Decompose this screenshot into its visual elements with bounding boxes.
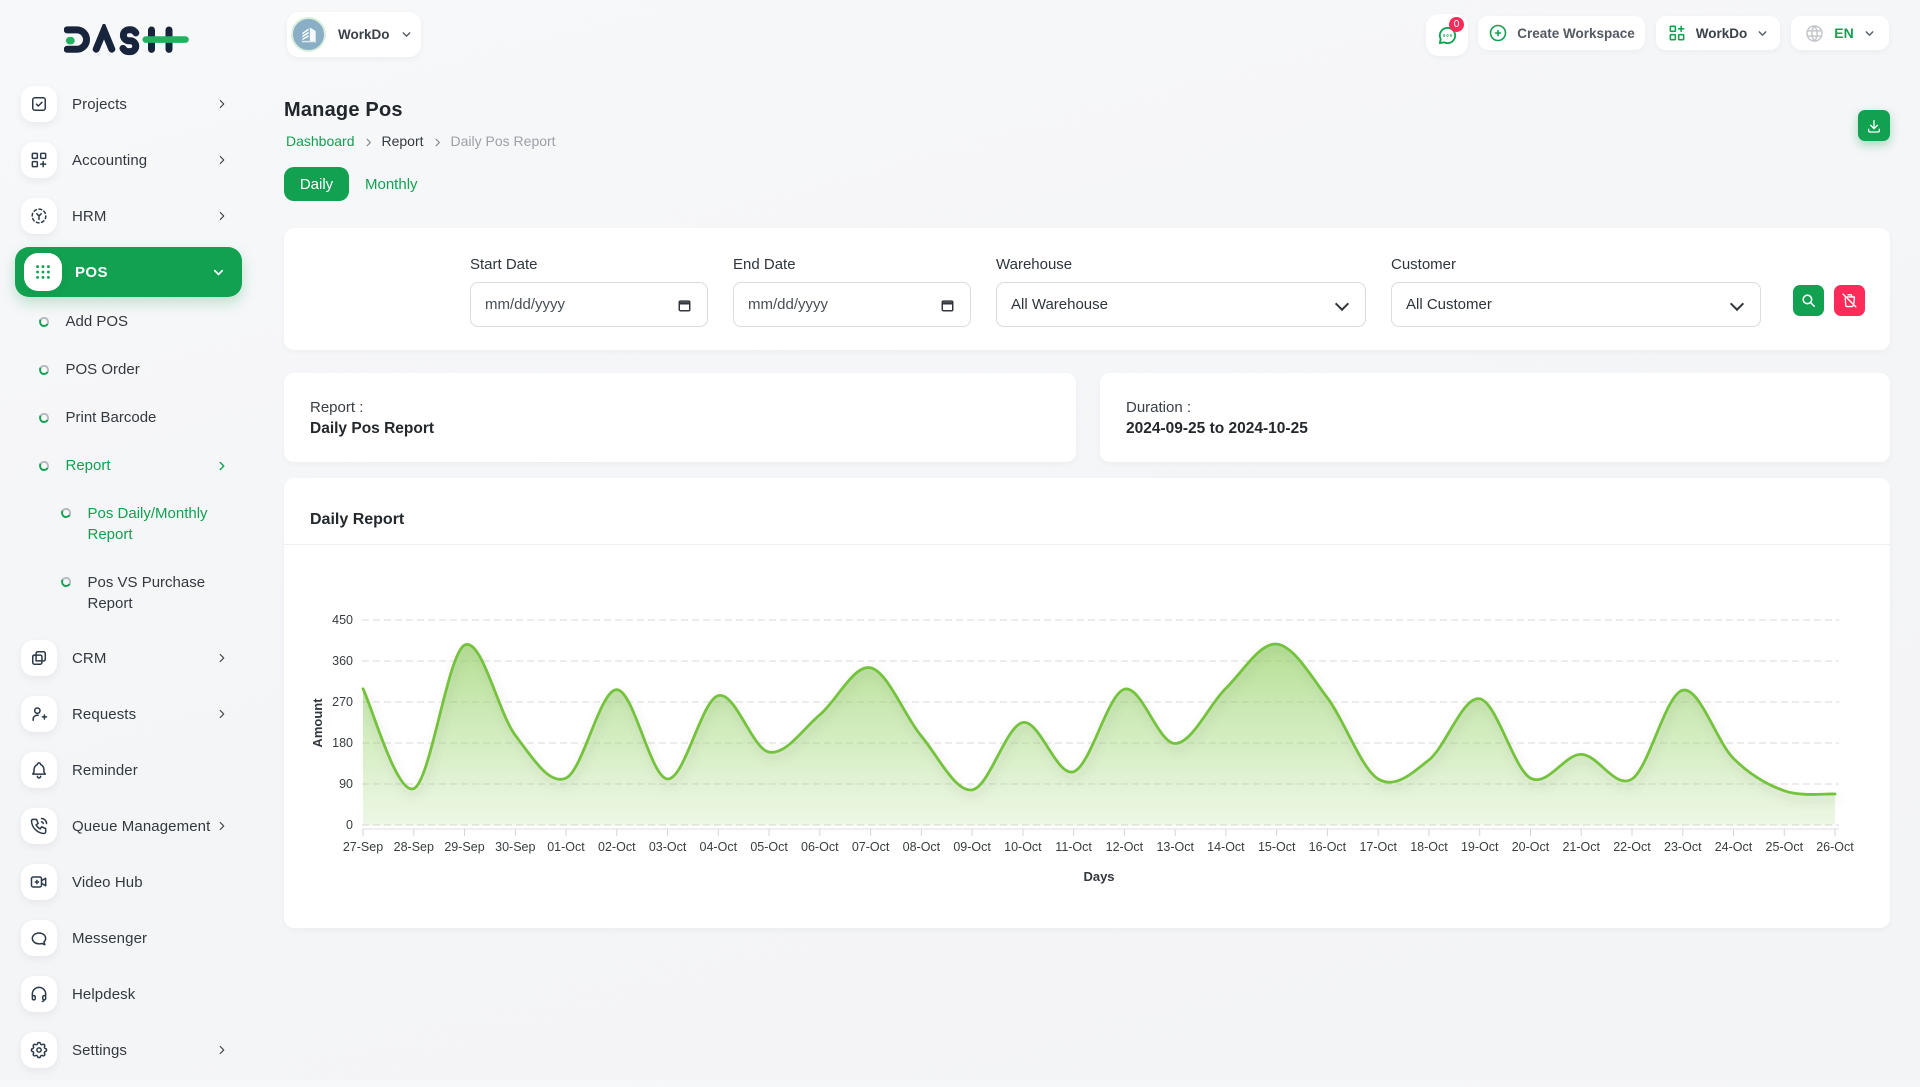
svg-text:360: 360 <box>332 654 353 668</box>
svg-text:10-Oct: 10-Oct <box>1004 840 1042 854</box>
svg-text:26-Oct: 26-Oct <box>1816 840 1854 854</box>
svg-text:03-Oct: 03-Oct <box>649 840 687 854</box>
svg-text:12-Oct: 12-Oct <box>1106 840 1144 854</box>
svg-text:02-Oct: 02-Oct <box>598 840 636 854</box>
svg-text:22-Oct: 22-Oct <box>1613 840 1651 854</box>
svg-text:270: 270 <box>332 695 353 709</box>
svg-text:Amount: Amount <box>310 698 325 748</box>
svg-text:15-Oct: 15-Oct <box>1258 840 1296 854</box>
svg-text:24-Oct: 24-Oct <box>1715 840 1753 854</box>
svg-text:Days: Days <box>1083 869 1114 884</box>
svg-text:27-Sep: 27-Sep <box>343 840 383 854</box>
svg-text:14-Oct: 14-Oct <box>1207 840 1245 854</box>
svg-text:28-Sep: 28-Sep <box>394 840 434 854</box>
svg-text:25-Oct: 25-Oct <box>1766 840 1804 854</box>
svg-text:18-Oct: 18-Oct <box>1410 840 1448 854</box>
svg-text:90: 90 <box>339 777 353 791</box>
svg-text:21-Oct: 21-Oct <box>1562 840 1600 854</box>
svg-text:08-Oct: 08-Oct <box>903 840 941 854</box>
svg-text:09-Oct: 09-Oct <box>953 840 991 854</box>
svg-text:05-Oct: 05-Oct <box>750 840 788 854</box>
svg-text:30-Sep: 30-Sep <box>495 840 535 854</box>
svg-text:29-Sep: 29-Sep <box>444 840 484 854</box>
svg-text:16-Oct: 16-Oct <box>1309 840 1347 854</box>
svg-text:11-Oct: 11-Oct <box>1055 840 1092 854</box>
svg-text:06-Oct: 06-Oct <box>801 840 839 854</box>
svg-text:23-Oct: 23-Oct <box>1664 840 1702 854</box>
svg-text:13-Oct: 13-Oct <box>1156 840 1194 854</box>
svg-text:01-Oct: 01-Oct <box>547 840 585 854</box>
svg-text:450: 450 <box>332 613 353 627</box>
svg-text:17-Oct: 17-Oct <box>1359 840 1397 854</box>
svg-text:04-Oct: 04-Oct <box>700 840 738 854</box>
svg-text:19-Oct: 19-Oct <box>1461 840 1499 854</box>
svg-text:07-Oct: 07-Oct <box>852 840 890 854</box>
svg-text:0: 0 <box>346 818 353 832</box>
svg-text:20-Oct: 20-Oct <box>1512 840 1550 854</box>
svg-text:180: 180 <box>332 736 353 750</box>
